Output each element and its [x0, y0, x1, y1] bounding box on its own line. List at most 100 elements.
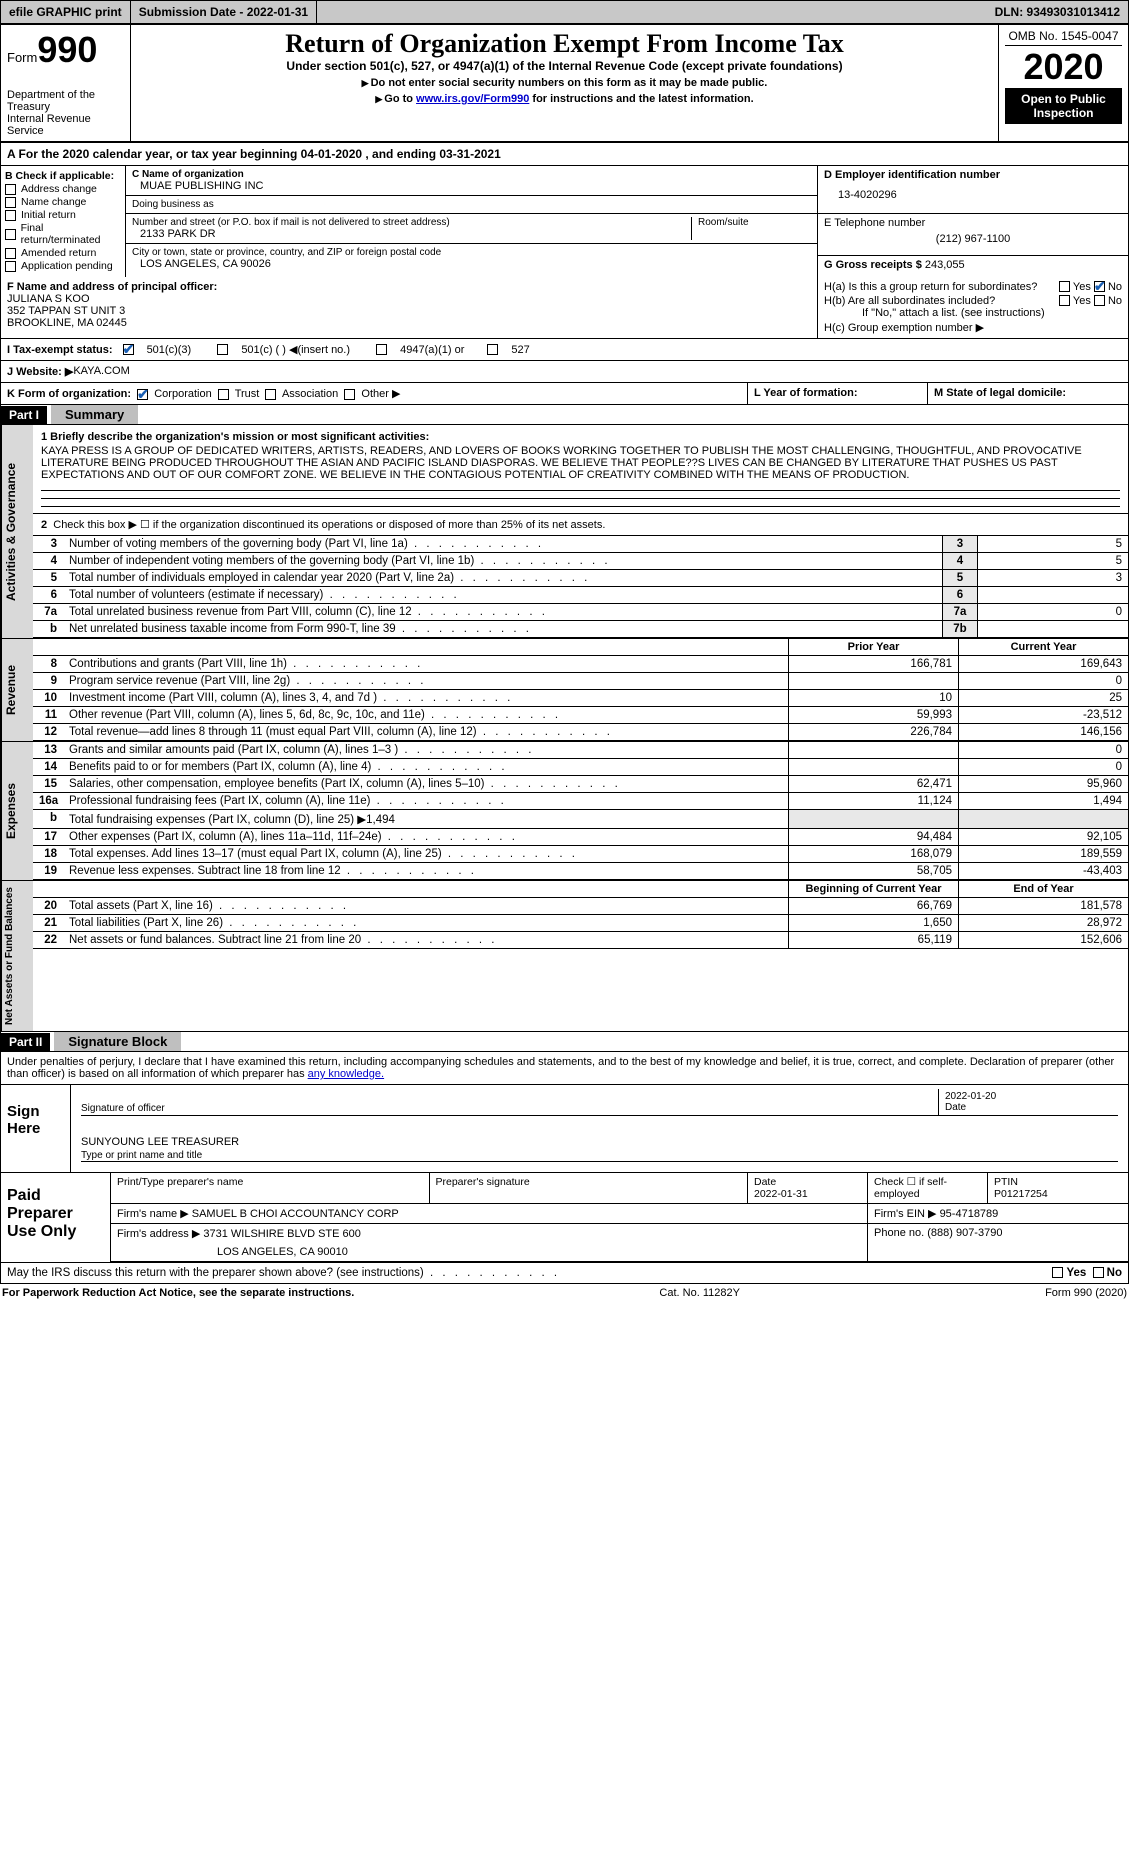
- prep-name-hdr: Print/Type preparer's name: [111, 1173, 430, 1204]
- dba-label: Doing business as: [132, 199, 811, 210]
- instr-ssn: Do not enter social security numbers on …: [137, 77, 992, 89]
- hb-yes[interactable]: [1059, 295, 1070, 306]
- omb-number: OMB No. 1545-0047: [1005, 29, 1122, 46]
- assoc-check[interactable]: [265, 389, 276, 400]
- mission-text: KAYA PRESS IS A GROUP OF DEDICATED WRITE…: [41, 443, 1120, 483]
- mission-label: 1 Briefly describe the organization's mi…: [41, 431, 1120, 443]
- firm-name: SAMUEL B CHOI ACCOUNTANCY CORP: [192, 1208, 399, 1220]
- firm-addr1: 3731 WILSHIRE BLVD STE 600: [203, 1228, 361, 1240]
- summary-line: 17Other expenses (Part IX, column (A), l…: [33, 829, 1128, 846]
- tel-label: E Telephone number: [824, 217, 1122, 229]
- summary-line: 11Other revenue (Part VIII, column (A), …: [33, 707, 1128, 724]
- summary-line: 14Benefits paid to or for members (Part …: [33, 759, 1128, 776]
- firm-phone-label: Phone no.: [874, 1227, 924, 1239]
- self-employed: Check ☐ if self-employed: [868, 1173, 988, 1204]
- irs-discuss-row: May the IRS discuss this return with the…: [0, 1263, 1129, 1284]
- irs-link[interactable]: www.irs.gov/Form990: [416, 93, 529, 105]
- section-b: B Check if applicable: Address change Na…: [1, 166, 126, 277]
- current-year-hdr: Current Year: [958, 639, 1128, 655]
- summary-line: 16aProfessional fundraising fees (Part I…: [33, 793, 1128, 810]
- hb-no[interactable]: [1094, 295, 1105, 306]
- 4947-check[interactable]: [376, 344, 387, 355]
- tel-value: (212) 967-1100: [824, 229, 1122, 245]
- discuss-no[interactable]: [1093, 1267, 1104, 1278]
- discuss-yes[interactable]: [1052, 1267, 1063, 1278]
- officer-printed: SUNYOUNG LEE TREASURER: [81, 1136, 1118, 1150]
- other-check[interactable]: [344, 389, 355, 400]
- part1-badge: Part I: [1, 406, 47, 424]
- 527-check[interactable]: [487, 344, 498, 355]
- org-name: MUAE PUBLISHING INC: [132, 180, 811, 192]
- open-to-public: Open to Public Inspection: [1005, 88, 1122, 124]
- expenses-vlabel: Expenses: [1, 742, 33, 880]
- ha-label: H(a) Is this a group return for subordin…: [824, 281, 1059, 293]
- part1-label: Summary: [51, 405, 138, 424]
- line2-text: Check this box ▶ ☐ if the organization d…: [53, 519, 605, 531]
- check-name-change[interactable]: Name change: [5, 196, 121, 208]
- summary-line: 7aTotal unrelated business revenue from …: [33, 604, 1128, 621]
- paid-preparer-label: Paid Preparer Use Only: [1, 1173, 111, 1262]
- officer-block: F Name and address of principal officer:…: [0, 277, 1129, 339]
- line-i: I Tax-exempt status: 501(c)(3) 501(c) ( …: [0, 339, 1129, 361]
- website-value: KAYA.COM: [73, 365, 129, 378]
- line-k: K Form of organization: Corporation Trus…: [0, 383, 1129, 405]
- governance-vlabel: Activities & Governance: [1, 425, 33, 638]
- form-subtitle: Under section 501(c), 527, or 4947(a)(1)…: [137, 59, 992, 73]
- governance-section: Activities & Governance 1 Briefly descri…: [0, 425, 1129, 638]
- cat-no: Cat. No. 11282Y: [354, 1287, 1045, 1299]
- 501c3-check[interactable]: [123, 344, 134, 355]
- signature-block: Under penalties of perjury, I declare th…: [0, 1052, 1129, 1263]
- hb-note: If "No," attach a list. (see instruction…: [824, 307, 1122, 319]
- check-app-pending[interactable]: Application pending: [5, 260, 121, 272]
- prep-sig-hdr: Preparer's signature: [430, 1173, 749, 1204]
- gross-label: G Gross receipts $: [824, 259, 922, 271]
- 501c-check[interactable]: [217, 344, 228, 355]
- beg-year-hdr: Beginning of Current Year: [788, 881, 958, 897]
- firm-ein: 95-4718789: [940, 1208, 999, 1220]
- summary-line: 12Total revenue—add lines 8 through 11 (…: [33, 724, 1128, 741]
- city-value: LOS ANGELES, CA 90026: [132, 258, 811, 270]
- part2-badge: Part II: [1, 1033, 50, 1051]
- entity-block: B Check if applicable: Address change Na…: [0, 166, 1129, 277]
- summary-line: 18Total expenses. Add lines 13–17 (must …: [33, 846, 1128, 863]
- firm-addr2: LOS ANGELES, CA 90010: [117, 1240, 861, 1258]
- check-address-change[interactable]: Address change: [5, 183, 121, 195]
- knowledge-link[interactable]: any knowledge.: [308, 1068, 384, 1080]
- end-year-hdr: End of Year: [958, 881, 1128, 897]
- page-footer: For Paperwork Reduction Act Notice, see …: [0, 1284, 1129, 1302]
- summary-line: 4Number of independent voting members of…: [33, 553, 1128, 570]
- revenue-section: Revenue Prior Year Current Year 8Contrib…: [0, 638, 1129, 741]
- paperwork-notice: For Paperwork Reduction Act Notice, see …: [2, 1287, 354, 1299]
- sec-b-header: B Check if applicable:: [5, 170, 121, 182]
- corp-check[interactable]: [137, 389, 148, 400]
- line-j: J Website: ▶ KAYA.COM: [0, 361, 1129, 383]
- website-label: J Website: ▶: [7, 365, 73, 378]
- officer-addr1: 352 TAPPAN ST UNIT 3: [7, 305, 811, 317]
- instr-goto: Go to www.irs.gov/Form990 for instructio…: [137, 93, 992, 105]
- section-h: H(a) Is this a group return for subordin…: [818, 277, 1128, 338]
- summary-line: 20Total assets (Part X, line 16)66,76918…: [33, 898, 1128, 915]
- check-initial-return[interactable]: Initial return: [5, 209, 121, 221]
- state-domicile-label: M State of legal domicile:: [934, 387, 1066, 399]
- summary-line: 15Salaries, other compensation, employee…: [33, 776, 1128, 793]
- ha-no[interactable]: [1094, 281, 1105, 292]
- ein-value: 13-4020296: [824, 181, 1122, 201]
- summary-line: 3Number of voting members of the governi…: [33, 536, 1128, 553]
- summary-line: 22Net assets or fund balances. Subtract …: [33, 932, 1128, 949]
- officer-printed-label: Type or print name and title: [81, 1150, 202, 1161]
- check-amended[interactable]: Amended return: [5, 247, 121, 259]
- prep-date: 2022-01-31: [754, 1188, 808, 1200]
- hc-label: H(c) Group exemption number ▶: [824, 321, 1122, 334]
- summary-line: 5Total number of individuals employed in…: [33, 570, 1128, 587]
- trust-check[interactable]: [218, 389, 229, 400]
- form-org-label: K Form of organization:: [7, 388, 131, 400]
- part1-header: Part I Summary: [0, 405, 1129, 425]
- netassets-section: Net Assets or Fund Balances Beginning of…: [0, 880, 1129, 1032]
- hb-label: H(b) Are all subordinates included?: [824, 295, 1059, 307]
- section-c: C Name of organization MUAE PUBLISHING I…: [126, 166, 818, 277]
- check-final-return[interactable]: Final return/terminated: [5, 222, 121, 246]
- officer-label: F Name and address of principal officer:: [7, 281, 217, 293]
- officer-addr2: BROOKLINE, MA 02445: [7, 317, 811, 329]
- ha-yes[interactable]: [1059, 281, 1070, 292]
- summary-line: bNet unrelated business taxable income f…: [33, 621, 1128, 638]
